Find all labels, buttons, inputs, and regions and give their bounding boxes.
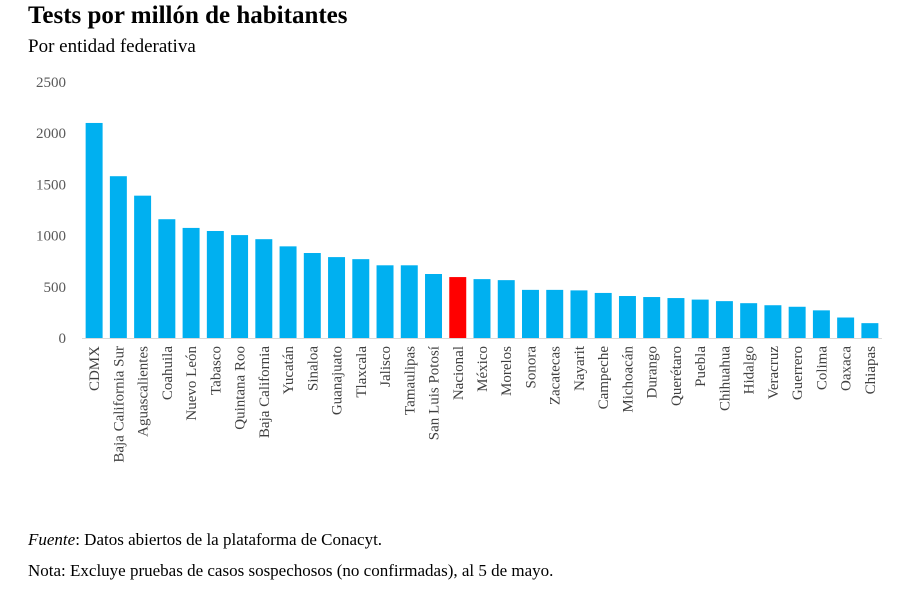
category-label: Yucatán [281, 346, 297, 395]
category-label: Colima [814, 346, 830, 391]
bar [643, 297, 661, 338]
category-label: Veracruz [766, 346, 782, 400]
category-label: Baja California Sur [111, 346, 127, 463]
bar [134, 195, 152, 338]
bar [376, 265, 394, 338]
bar [618, 296, 636, 338]
category-label: Tlaxcala [354, 346, 370, 398]
chart-subtitle: Por entidad federativa [28, 36, 196, 57]
bar [691, 299, 709, 338]
bar [400, 265, 418, 338]
bar [837, 317, 855, 338]
bar [594, 292, 612, 338]
category-label: Baja California [257, 346, 273, 438]
bar [279, 246, 297, 338]
bar [812, 310, 830, 338]
bar [497, 280, 515, 338]
category-label: Durango [645, 346, 661, 399]
category-label: Zacatecas [548, 346, 564, 405]
category-label: Michoacán [620, 346, 636, 413]
bar [546, 289, 564, 338]
y-tick-label: 2500 [36, 75, 66, 91]
category-label: Chihuahua [717, 346, 733, 411]
category-label: Tamaulipas [402, 346, 418, 415]
source-note: Fuente: Datos abiertos de la plataforma … [28, 530, 382, 550]
y-tick-label: 2000 [36, 126, 66, 142]
category-label: Sinaloa [305, 346, 321, 391]
y-tick-label: 500 [44, 280, 67, 296]
category-label: CDMX [87, 346, 103, 391]
category-label: Quintana Roo [233, 346, 249, 430]
bar [182, 227, 200, 338]
category-label: Guanajuato [330, 346, 346, 415]
category-label: Jalisco [378, 346, 394, 387]
bar [667, 298, 685, 338]
category-label: Hidalgo [742, 346, 758, 394]
y-tick-label: 1000 [36, 229, 66, 245]
bar [740, 303, 758, 338]
category-label: Sonora [523, 346, 539, 389]
chart-title: Tests por millón de habitantes [28, 2, 348, 29]
bar [85, 122, 103, 339]
bar [255, 239, 273, 338]
bar [715, 301, 733, 338]
bar [109, 176, 127, 338]
y-tick-label: 0 [59, 331, 67, 347]
category-label: México [475, 346, 491, 392]
category-label: Nuevo León [184, 346, 200, 421]
bar [570, 290, 588, 338]
category-label: Aguascalientes [136, 346, 152, 437]
bar [303, 253, 321, 338]
bar [449, 277, 467, 338]
y-tick-label: 1500 [36, 177, 66, 193]
category-label: Puebla [693, 346, 709, 387]
bar [788, 306, 806, 338]
bar [473, 279, 491, 338]
category-label: Guerrero [790, 346, 806, 400]
bar [158, 219, 176, 338]
category-label: Oaxaca [839, 346, 855, 391]
category-label: Nacional [451, 346, 467, 400]
category-label: Morelos [499, 346, 515, 396]
category-label: San Luis Potosí [427, 346, 443, 440]
source-text: : Datos abiertos de la plataforma de Con… [75, 530, 383, 549]
bar [764, 305, 782, 338]
bar [328, 257, 346, 338]
bar [231, 235, 249, 338]
bar [861, 323, 879, 338]
category-label: Nayarit [572, 345, 588, 391]
category-label: Tabasco [208, 346, 224, 395]
category-label: Querétaro [669, 346, 685, 406]
bar [206, 230, 224, 338]
category-label: Coahuila [160, 346, 176, 400]
bar [425, 274, 442, 338]
category-label: Campeche [596, 346, 612, 410]
source-label: Fuente [28, 530, 76, 549]
category-label: Chiapas [863, 346, 879, 394]
footnote: Nota: Excluye pruebas de casos sospechos… [28, 561, 554, 580]
bar [352, 259, 370, 338]
bar [522, 289, 539, 338]
